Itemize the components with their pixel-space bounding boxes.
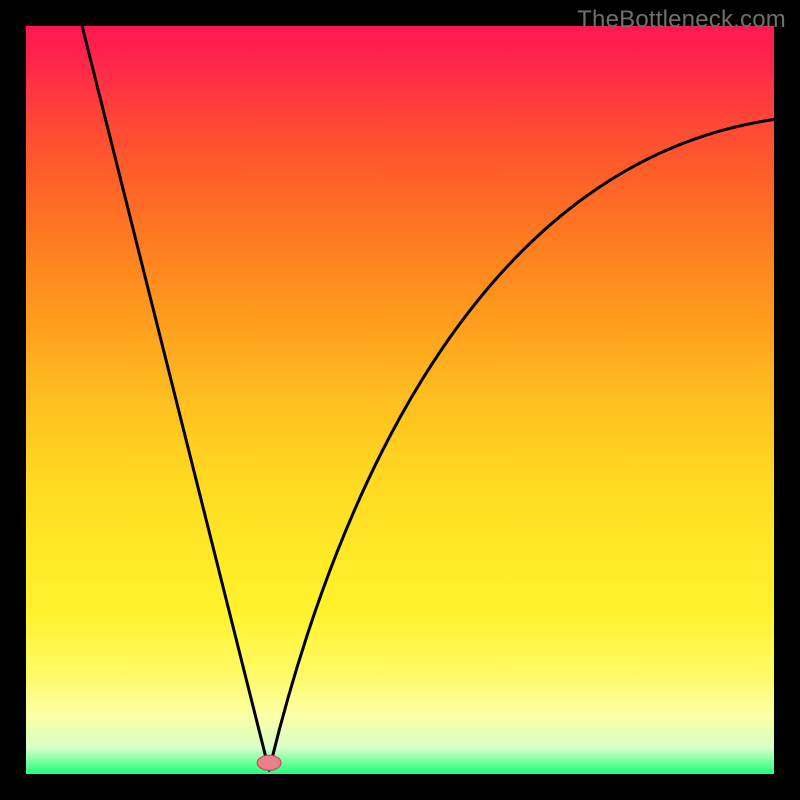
chart-svg bbox=[0, 0, 800, 800]
minimum-marker bbox=[257, 755, 281, 770]
watermark-text: TheBottleneck.com bbox=[577, 6, 786, 34]
plot-area bbox=[26, 26, 774, 774]
chart-frame: TheBottleneck.com bbox=[0, 0, 800, 800]
chart-background bbox=[26, 26, 774, 774]
